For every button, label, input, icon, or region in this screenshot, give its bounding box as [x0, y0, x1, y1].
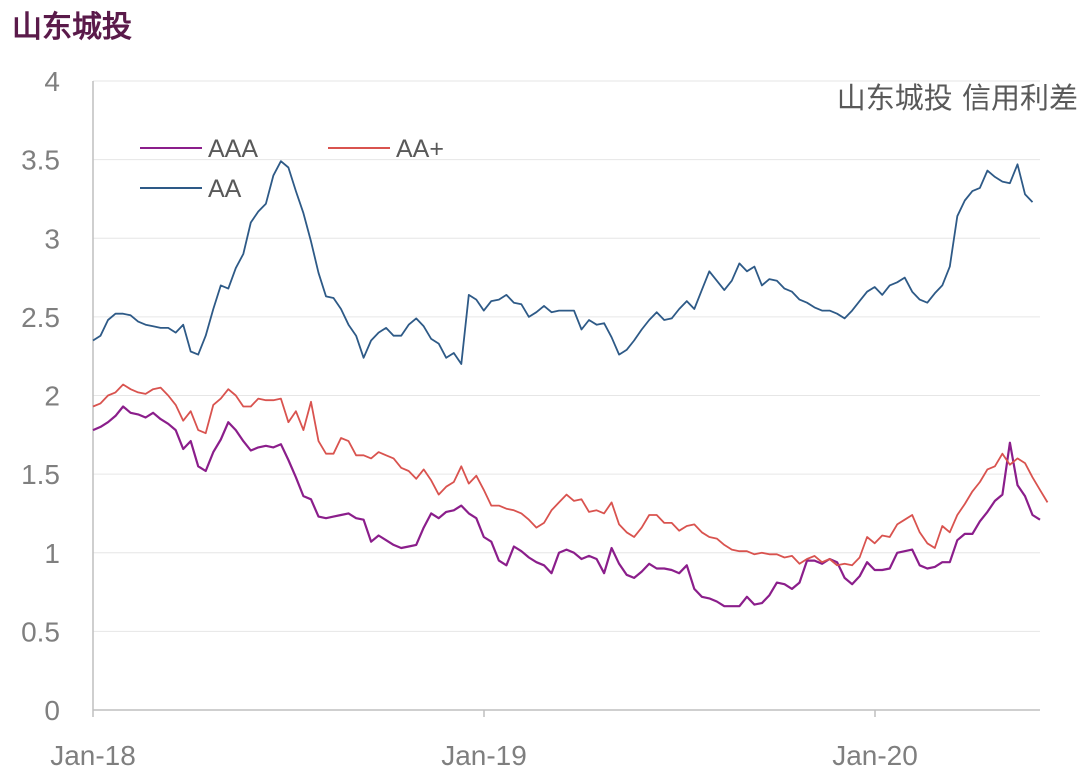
legend-label: AA [208, 175, 242, 203]
y-tick-label: 1 [44, 538, 60, 569]
y-tick-label: 3.5 [21, 145, 60, 176]
axes [92, 81, 1040, 717]
x-tick-label: Jan-19 [441, 740, 527, 771]
y-tick-label: 0 [44, 695, 60, 726]
legend-label: AAA [208, 135, 258, 163]
page-title: 山东城投 [12, 10, 132, 45]
x-tick-label: Jan-18 [50, 740, 136, 771]
legend-label: AA+ [396, 135, 444, 163]
series-line-aa-plus [92, 383, 1049, 567]
series-line-aaa [92, 405, 1041, 608]
y-tick-label: 1.5 [21, 459, 60, 490]
series-lines [92, 160, 1049, 608]
y-axis-tick-labels: 0 0.5 1 1.5 2 2.5 3 3.5 4 [21, 66, 60, 726]
x-axis-tick-labels: Jan-18 Jan-19 Jan-20 [50, 740, 918, 771]
y-tick-label: 2 [44, 381, 60, 412]
grid-lines [93, 80, 1040, 632]
y-tick-label: 2.5 [21, 302, 60, 333]
y-tick-label: 0.5 [21, 616, 60, 647]
series-line-aa [92, 160, 1034, 365]
y-tick-label: 3 [44, 223, 60, 254]
chart-title: 山东城投 信用利差 [837, 81, 1078, 115]
y-tick-label: 4 [44, 66, 60, 97]
x-tick-label: Jan-20 [832, 740, 918, 771]
legend: AAA AA+ AA [140, 135, 444, 203]
